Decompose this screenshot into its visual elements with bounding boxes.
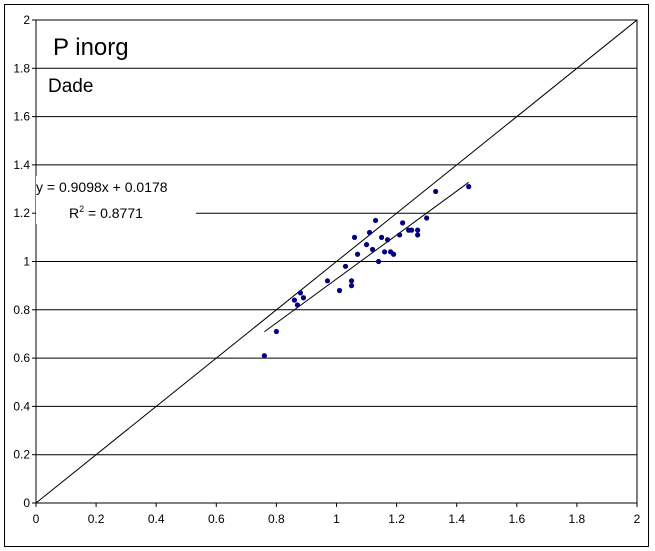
y-tick-label: 0.6 [13,351,30,365]
data-point [384,237,391,243]
data-point [378,234,385,240]
data-point [351,234,358,240]
y-tick-label: 0.2 [13,448,30,462]
r-squared-label: R2 = 0.8771 [69,204,143,221]
data-point [390,251,397,257]
data-point [381,249,388,255]
x-tick-label: 0.2 [88,512,105,526]
r-squared-superscript: 2 [79,204,84,214]
data-point [363,241,370,248]
chart-frame: 0 0.2 0.4 0.6 0.8 1 1.2 1.4 1.6 1.8 2 0 0.2 0.4 0.6 0.8… [4,4,649,547]
scatter-chart: 0 0.2 0.4 0.6 0.8 1 1.2 1.4 1.6 1.8 2 0 0.2 0.4 0.6 0.8… [13,13,641,526]
x-tick-label: 0.6 [208,512,225,526]
data-point [369,246,376,253]
data-point [273,328,279,335]
data-point [397,232,403,238]
y-tick-label: 2 [23,13,30,27]
data-point [466,184,472,190]
x-tick-label: 0.8 [268,512,285,526]
x-tick-label: 1 [333,512,340,526]
x-tick-label: 2 [634,512,641,526]
data-point [324,278,331,284]
data-point [424,215,430,221]
x-tick-label: 1.2 [388,512,405,526]
data-point [372,217,379,224]
data-point [433,188,439,195]
x-tick-label: 0 [33,512,40,526]
equation-box [36,176,196,224]
data-point [294,302,301,308]
data-point [336,287,343,294]
trendline-equation: y = 0.9098x + 0.0178 [36,179,168,195]
y-tick-label: 1.2 [13,206,30,220]
r-squared-prefix: R [69,205,79,221]
y-tick-label: 1.6 [13,110,30,124]
chart-subtitle: Dade [48,76,93,97]
y-tick-label: 1.8 [13,61,30,75]
data-point [366,229,373,236]
data-point [409,227,415,233]
r-squared-value: = 0.8771 [84,205,143,221]
data-point [400,220,406,226]
x-tick-label: 1.6 [508,512,525,526]
chart-title: P inorg [53,34,129,61]
x-tick-label: 1.8 [569,512,586,526]
x-tick-label: 1.4 [448,512,465,526]
data-point [291,297,298,303]
data-point [415,227,421,233]
data-point [348,283,355,289]
data-point [297,290,304,296]
x-tick-label: 0.4 [148,512,165,526]
data-point [261,353,267,359]
data-point [375,258,382,265]
y-tick-label: 1 [23,255,30,269]
y-tick-label: 0 [23,496,30,510]
data-point [415,232,421,238]
y-tick-label: 0.8 [13,303,30,317]
data-point [342,263,349,269]
reference-line [35,19,638,504]
data-point [300,295,307,301]
data-point [348,278,355,284]
y-tick-label: 1.4 [13,158,30,172]
data-point [354,251,361,257]
y-tick-label: 0.4 [13,399,30,413]
